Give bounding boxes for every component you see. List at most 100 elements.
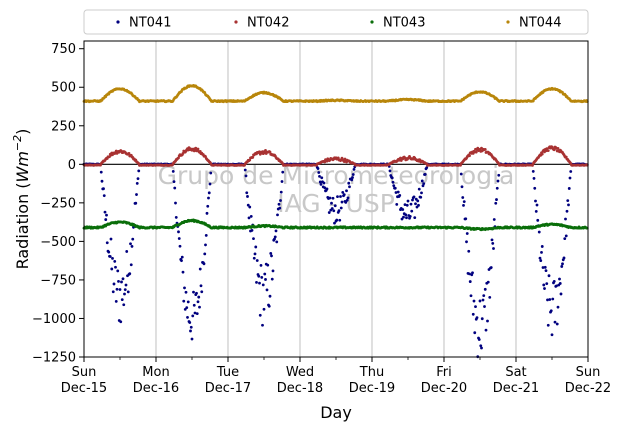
data-point: [411, 198, 414, 202]
data-point: [259, 264, 263, 267]
series-NT042: [82, 145, 589, 167]
y-tick-label: −750: [40, 273, 76, 288]
x-tick-dow: Thu: [359, 365, 384, 380]
data-point: [189, 329, 192, 333]
watermark-line-2: IAG - USP: [277, 189, 395, 218]
data-point: [345, 198, 349, 202]
data-point: [564, 234, 568, 238]
data-point: [103, 210, 107, 214]
data-point: [479, 344, 483, 348]
data-point: [248, 205, 252, 209]
data-point: [195, 291, 198, 295]
data-point: [537, 230, 541, 234]
data-point: [261, 323, 264, 327]
data-point: [178, 244, 182, 248]
data-point: [127, 152, 131, 155]
data-point: [126, 290, 130, 294]
data-point: [198, 267, 202, 271]
data-point: [405, 203, 409, 207]
x-tick-label: Dec-21: [493, 381, 539, 396]
data-point: [122, 303, 126, 307]
data-point: [478, 299, 482, 303]
series-NT043: [82, 218, 589, 232]
data-point: [464, 217, 468, 221]
data-point: [560, 265, 564, 268]
data-point: [128, 272, 132, 276]
data-point: [116, 269, 120, 273]
data-point: [195, 312, 199, 316]
data-point: [257, 274, 261, 278]
data-point: [266, 263, 270, 267]
data-point: [192, 149, 196, 153]
data-point: [244, 174, 248, 178]
y-tick-label: 0: [68, 158, 76, 173]
data-point: [279, 190, 283, 194]
data-point: [204, 233, 208, 237]
data-point: [483, 287, 487, 291]
data-point: [332, 209, 336, 213]
data-point: [102, 194, 106, 198]
data-point: [347, 181, 351, 185]
data-point: [491, 242, 495, 245]
data-point: [395, 202, 399, 206]
data-point: [118, 288, 122, 291]
data-point: [197, 295, 201, 299]
data-point: [336, 195, 339, 199]
data-point: [270, 277, 274, 281]
data-point: [494, 201, 498, 205]
data-point: [417, 187, 421, 191]
data-point: [330, 207, 334, 210]
data-points: [82, 84, 589, 359]
data-point: [540, 245, 544, 248]
data-point: [280, 180, 284, 183]
x-tick-dow: Mon: [142, 365, 169, 380]
data-point: [124, 283, 128, 287]
data-point: [543, 287, 546, 290]
data-point: [245, 191, 249, 195]
data-point: [414, 202, 417, 206]
data-point: [467, 249, 471, 253]
data-point: [553, 320, 557, 324]
data-point: [129, 263, 133, 267]
data-point: [250, 228, 254, 232]
data-point: [262, 307, 266, 311]
data-point: [131, 237, 135, 241]
data-point: [550, 333, 554, 337]
data-point: [544, 269, 548, 273]
x-tick-dow: Sun: [72, 365, 97, 380]
data-point: [255, 280, 258, 284]
data-point: [468, 154, 471, 158]
y-tick-label: 500: [51, 81, 76, 96]
data-point: [486, 319, 489, 323]
x-axis-label: Day: [320, 403, 352, 422]
data-point: [552, 279, 556, 283]
data-point: [337, 209, 341, 213]
data-point: [551, 297, 555, 301]
x-tick-dow: Wed: [286, 365, 314, 380]
legend-marker-NT044: [506, 20, 510, 24]
data-point: [460, 185, 464, 189]
data-point: [400, 217, 404, 221]
data-point: [258, 281, 261, 285]
y-axis-label-close: ): [13, 129, 32, 135]
data-point: [405, 216, 408, 220]
x-tick-label: Dec-16: [133, 381, 179, 396]
legend: NT041 NT042 NT043 NT044: [83, 9, 589, 35]
data-point: [207, 196, 210, 200]
legend-label-NT042: NT042: [247, 16, 289, 31]
data-point: [351, 173, 355, 176]
data-point: [535, 203, 539, 207]
data-point: [461, 196, 465, 199]
data-point: [199, 284, 203, 288]
data-point: [322, 181, 326, 185]
data-point: [483, 148, 487, 151]
data-point: [318, 174, 321, 178]
data-point: [350, 178, 354, 182]
data-point: [205, 211, 209, 215]
data-point: [546, 323, 550, 327]
data-point: [105, 213, 108, 217]
data-point: [174, 216, 178, 219]
data-point: [190, 337, 194, 341]
data-point: [484, 328, 488, 332]
x-tick-label: Dec-17: [205, 381, 251, 396]
